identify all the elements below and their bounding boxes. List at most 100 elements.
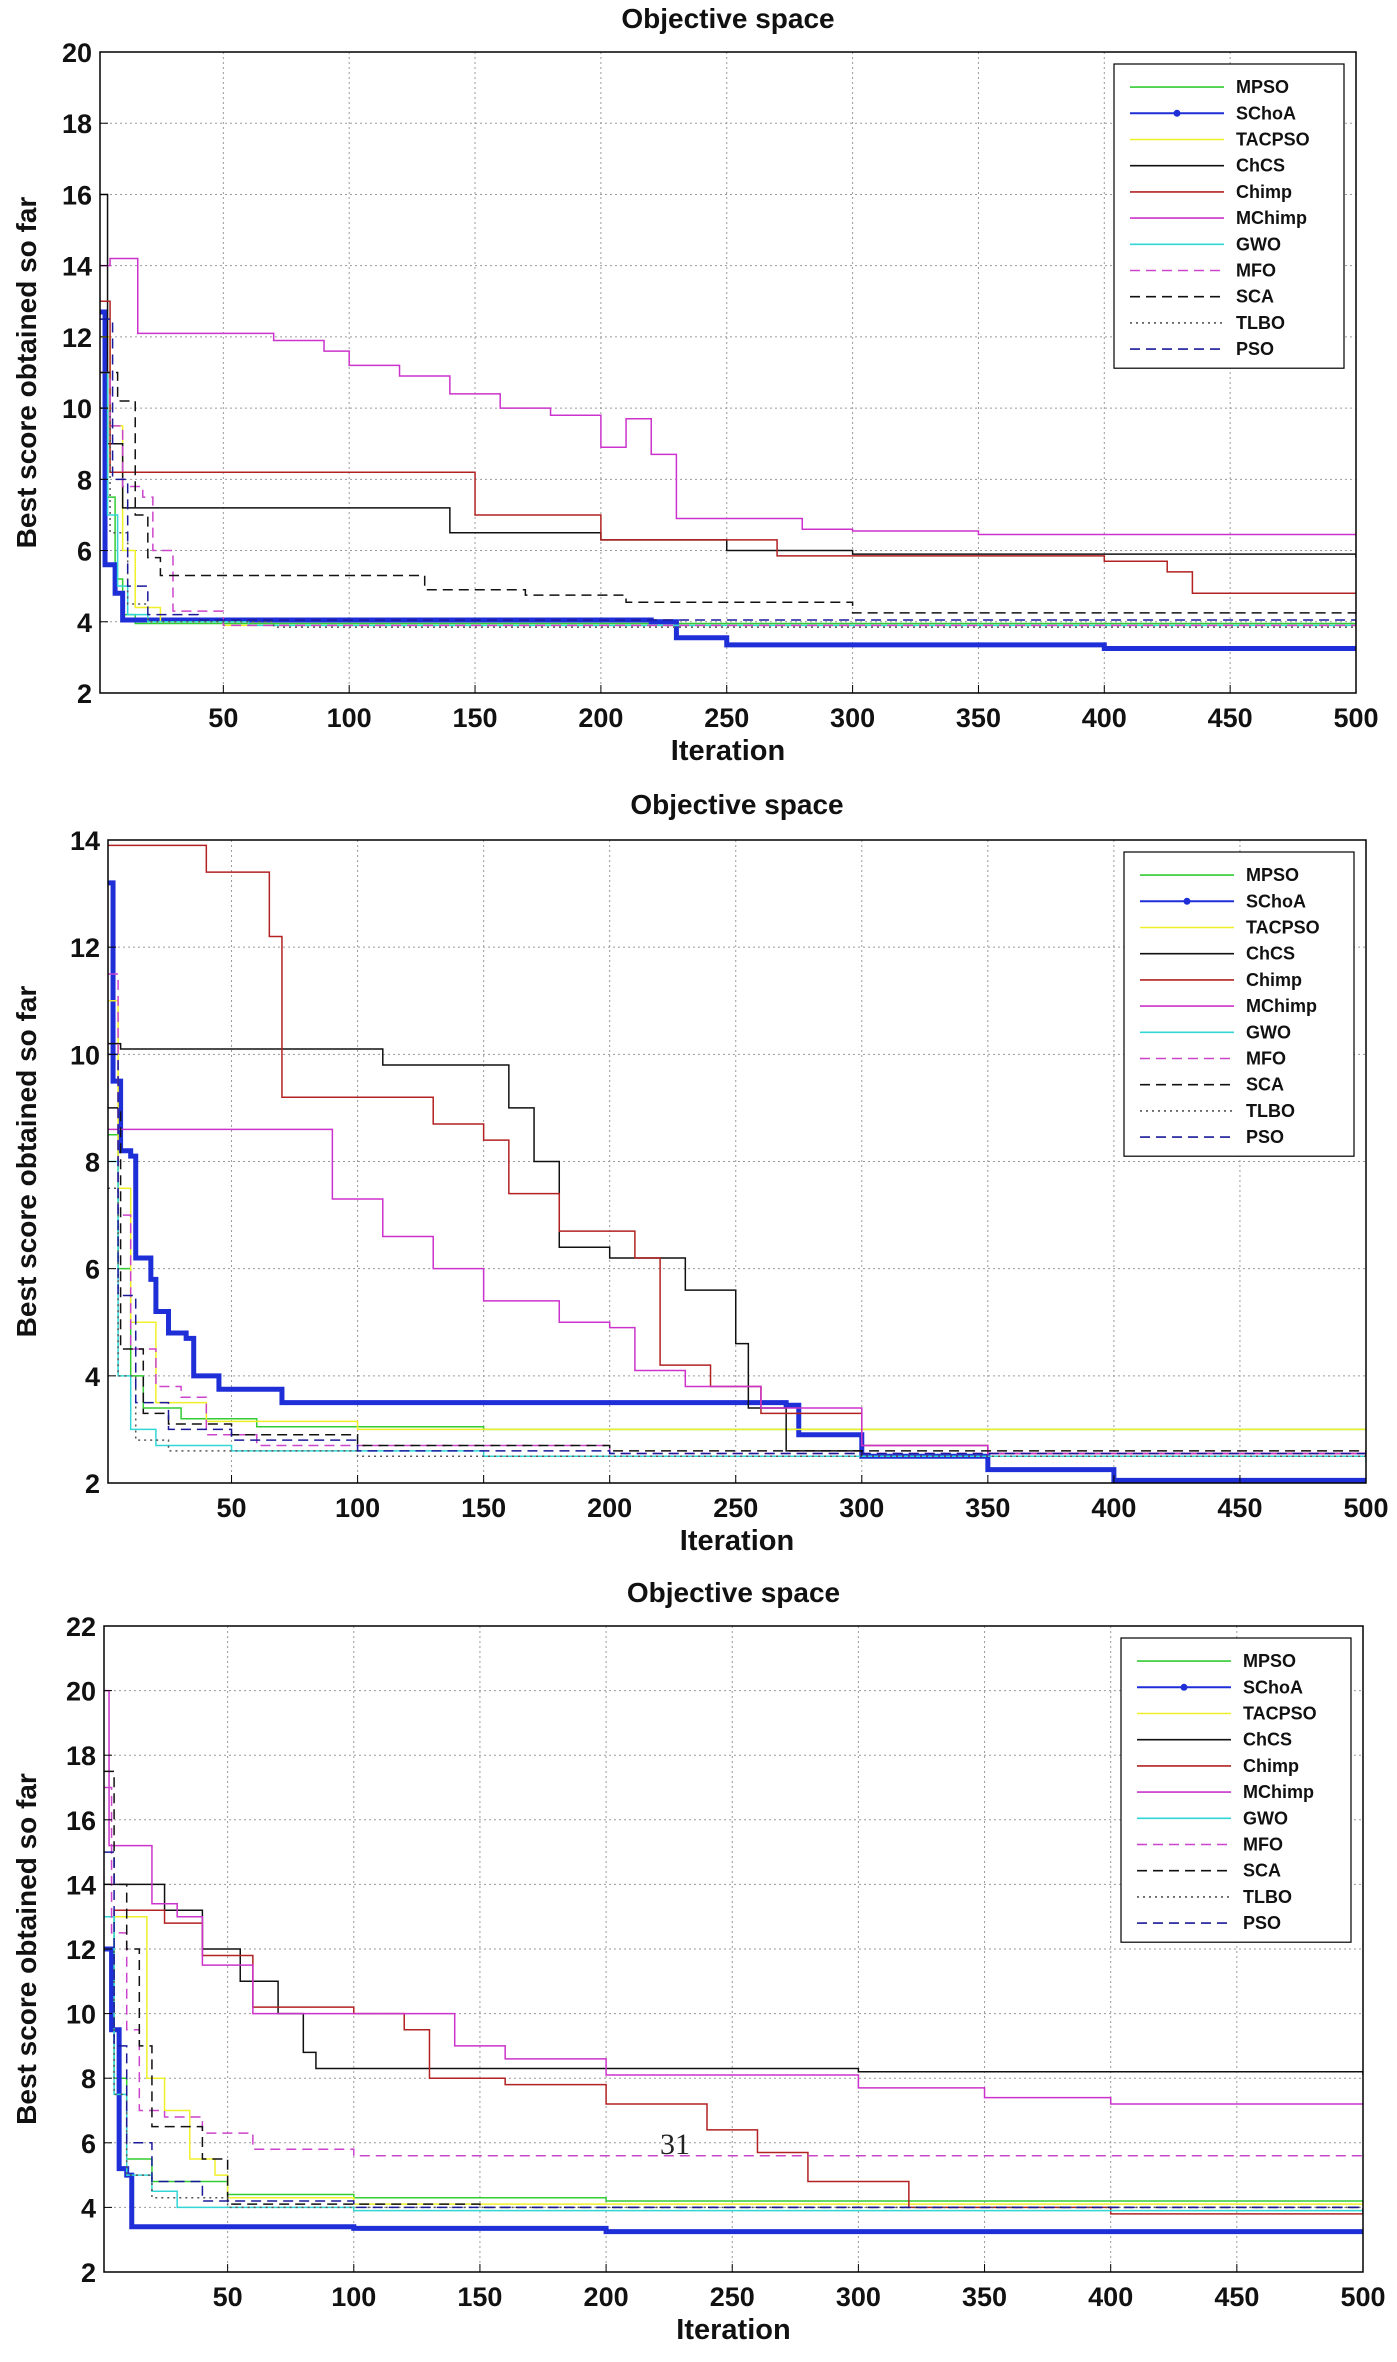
x-tick-label: 400 (1082, 703, 1127, 733)
axes-box (99, 51, 1357, 694)
chart-3: 50 100 150 200 250 300 350 400 450 500 2 4 6 8 10 12 14 1… (11, 1577, 1386, 2346)
legend-label-mchimp: MChimp (1236, 208, 1307, 228)
x-tick-label: 100 (331, 2282, 376, 2312)
y-tick-label: 8 (77, 465, 92, 495)
page-number: 31 (660, 2128, 690, 2161)
y-tick-label: 6 (85, 1255, 100, 1285)
legend-label-tlbo: TLBO (1243, 1887, 1292, 1907)
y-tick-label: 12 (66, 1935, 96, 1965)
x-tick-label: 500 (1343, 1493, 1388, 1523)
legend-label-gwo: GWO (1236, 234, 1281, 254)
y-tick-label: 14 (66, 1870, 96, 1900)
x-tick-label: 350 (962, 2282, 1007, 2312)
chart-title: Objective space (621, 3, 834, 34)
y-tick-label: 12 (70, 933, 100, 963)
legend-label-sca: SCA (1246, 1075, 1284, 1095)
legend-label-pso: PSO (1236, 339, 1274, 359)
series-line-mfo (104, 1786, 1363, 2158)
series-line-mchimp (104, 1689, 1363, 2105)
series-line-chcs (104, 1883, 1363, 2075)
y-tick-label: 20 (62, 38, 92, 68)
series-line-mpso (108, 1133, 1366, 1431)
legend-label-mpso: MPSO (1246, 865, 1299, 885)
y-tick-label: 22 (66, 1612, 96, 1642)
x-tick-label: 100 (335, 1493, 380, 1523)
legend-label-pso: PSO (1246, 1127, 1284, 1147)
legend-label-chcs: ChCS (1243, 1730, 1292, 1750)
x-tick-label: 200 (587, 1493, 632, 1523)
x-tick-label: 500 (1340, 2282, 1385, 2312)
series-line-mfo (108, 973, 1366, 1459)
y-tick-label: 14 (62, 252, 92, 282)
legend-label-mchimp: MChimp (1246, 996, 1317, 1016)
x-tick-label: 500 (1333, 703, 1378, 733)
chart-title: Objective space (627, 1577, 840, 1608)
series-line-mchimp (108, 1128, 1366, 1457)
series-line-chimp (100, 300, 1356, 595)
x-tick-label: 450 (1217, 1493, 1262, 1523)
legend-marker-schoa (1180, 1683, 1188, 1691)
series-line-pso (108, 1053, 1366, 1457)
x-tick-label: 400 (1088, 2282, 1133, 2312)
legend-label-schoa: SChoA (1243, 1677, 1303, 1697)
legend-label-sca: SCA (1243, 1861, 1281, 1881)
series-line-schoa (100, 309, 1356, 651)
x-tick-label: 350 (956, 703, 1001, 733)
x-axis-label: Iteration (680, 1525, 794, 1557)
series-group (108, 844, 1366, 1483)
x-tick-label: 200 (578, 703, 623, 733)
legend-box (1113, 63, 1345, 369)
legend: MPSO SChoA TACPSO ChCS Chimp MChimp GWO MFO SCA T… (1113, 63, 1345, 369)
x-tick-label: 150 (457, 2282, 502, 2312)
legend-label-tlbo: TLBO (1246, 1101, 1295, 1121)
legend-label-mpso: MPSO (1236, 77, 1289, 97)
legend-label-mfo: MFO (1243, 1835, 1283, 1855)
y-tick-label: 14 (70, 826, 100, 856)
y-tick-label: 18 (66, 1741, 96, 1771)
y-tick-label: 4 (85, 1362, 100, 1392)
series-line-pso (104, 1851, 1363, 2211)
x-axis-label: Iteration (671, 735, 785, 767)
legend-marker-schoa (1173, 109, 1181, 117)
legend: MPSO SChoA TACPSO ChCS Chimp MChimp GWO MFO SCA T… (1123, 851, 1355, 1157)
legend-box (1123, 851, 1355, 1157)
series-line-sca (104, 1770, 1363, 2213)
x-tick-label: 450 (1214, 2282, 1259, 2312)
y-tick-label: 6 (81, 2129, 96, 2159)
y-tick-label: 10 (70, 1040, 100, 1070)
y-axis-label: Best score obtained so far (11, 1773, 42, 2125)
x-tick-label: 250 (713, 1493, 758, 1523)
y-tick-label: 4 (77, 608, 92, 638)
legend-label-tacpso: TACPSO (1246, 918, 1320, 938)
legend-label-chimp: Chimp (1246, 970, 1302, 990)
series-line-chimp (104, 1909, 1363, 2215)
legend-label-mfo: MFO (1246, 1049, 1286, 1069)
series-line-tlbo (108, 1187, 1366, 1459)
x-tick-label: 50 (213, 2282, 243, 2312)
x-tick-label: 50 (208, 703, 238, 733)
x-tick-label: 400 (1091, 1493, 1136, 1523)
y-tick-label: 2 (81, 2258, 96, 2288)
legend: MPSO SChoA TACPSO ChCS Chimp MChimp GWO MFO SCA T… (1120, 1637, 1352, 1943)
x-tick-label: 50 (217, 1493, 247, 1523)
legend-label-mfo: MFO (1236, 261, 1276, 281)
legend-label-tacpso: TACPSO (1243, 1704, 1317, 1724)
y-tick-label: 2 (77, 679, 92, 709)
series-line-mchimp (100, 257, 1356, 537)
legend-label-gwo: GWO (1243, 1808, 1288, 1828)
x-tick-label: 150 (461, 1493, 506, 1523)
legend-label-chimp: Chimp (1236, 182, 1292, 202)
legend-label-chcs: ChCS (1246, 944, 1295, 964)
legend-label-mchimp: MChimp (1243, 1782, 1314, 1802)
x-tick-label: 250 (704, 703, 749, 733)
chart-title: Objective space (630, 789, 843, 820)
y-tick-label: 2 (85, 1469, 100, 1499)
x-tick-label: 300 (836, 2282, 881, 2312)
y-tick-label: 8 (81, 2064, 96, 2094)
x-tick-label: 350 (965, 1493, 1010, 1523)
series-group (100, 193, 1356, 651)
series-line-pso (100, 318, 1356, 622)
legend-label-tlbo: TLBO (1236, 313, 1285, 333)
legend-box (1120, 1637, 1352, 1943)
